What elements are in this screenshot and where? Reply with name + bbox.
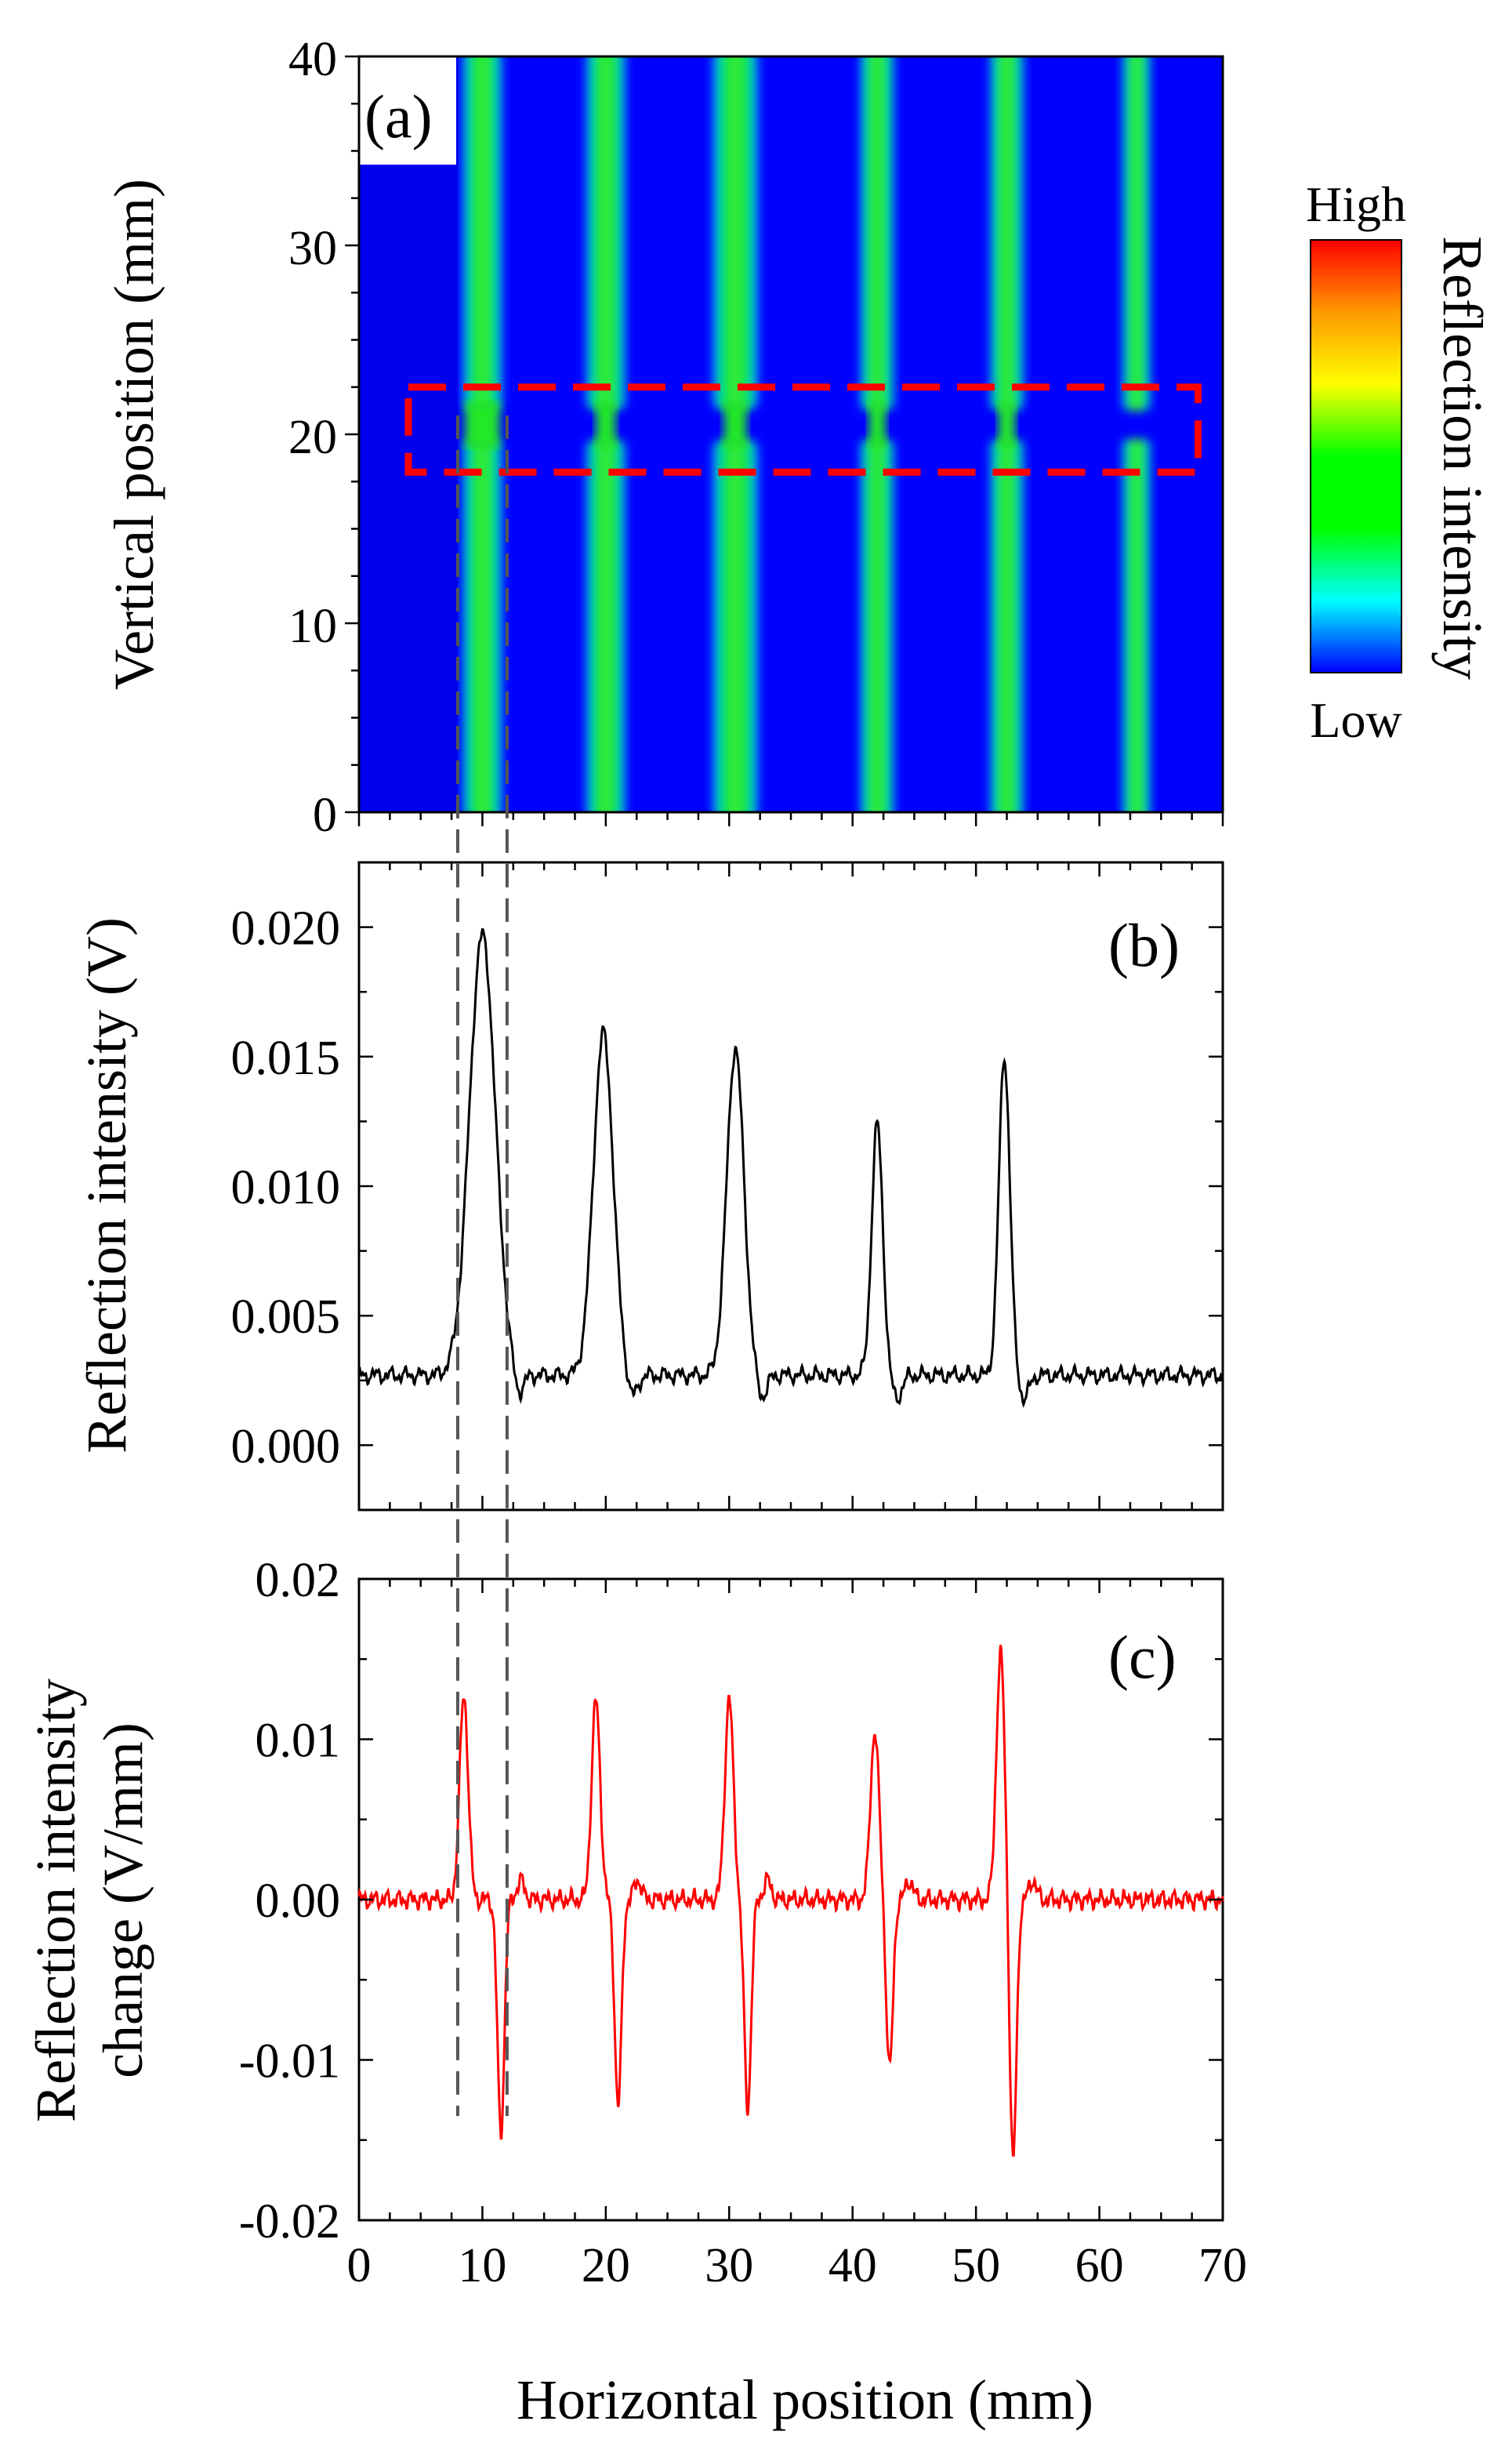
y-tick-label: -0.01 [239,2035,340,2089]
x-tick-label: 70 [1198,2239,1247,2292]
stripe-upper [460,56,504,411]
stripe-upper [858,56,896,411]
y-tick-label: 0.005 [231,1290,341,1344]
panel-a-label: (a) [364,82,433,151]
x-tick-label: 50 [952,2239,1000,2292]
heatmap-stripe [460,56,504,812]
stripe-lower [584,438,628,812]
colorbar-low-label: Low [1310,692,1401,748]
panel-a-axes: 0 10 20 30 40 [288,33,1224,842]
heatmap-stripe [584,56,628,812]
y-tick-label: 0.01 [256,1715,341,1768]
stripe-neck [998,401,1016,448]
y-tick-label: 0 [313,789,337,842]
panel-b-axes: 0.000 0.005 0.010 0.015 0.020 [231,861,1224,1512]
heatmap-stripes [460,56,1152,812]
panel-a-label-box [359,56,456,165]
y-tick-label: 0.020 [231,902,341,956]
x-tick-label: 60 [1075,2239,1124,2292]
stripe-lower [710,438,760,812]
heatmap-stripe [710,56,760,812]
stripe-lower [858,438,896,812]
panel-c-ylabel-line-2: change (V/mm) [92,1722,154,2078]
x-tick-label: 0 [347,2239,372,2292]
panel-c-xlabel: Horizontal position (mm) [517,2368,1093,2431]
y-tick-label: 0.000 [231,1420,341,1473]
heatmap-stripe [1121,56,1152,812]
stripe-lower [460,438,504,812]
highlight-box [404,383,1202,476]
stripe-neck [723,401,747,448]
stripe-upper [710,56,760,411]
y-tick-label: 0.010 [231,1161,341,1214]
panel-c-label: (c) [1108,1623,1177,1691]
series-reflection-intensity-change [357,1644,1224,2157]
stripe-lower [1121,438,1152,812]
y-tick-label: 30 [288,222,337,275]
x-tick-label: 20 [582,2239,630,2292]
stripe-lower [988,438,1026,812]
panel-b-label: (b) [1108,911,1180,979]
x-tick-label: 10 [458,2239,506,2292]
panel-b-frame [357,861,1224,1512]
panel-c-line-chart: 0 10 20 30 40 50 60 70 -0.02 -0.01 0.00 0.01 0.02 (c… [24,1554,1247,2431]
colorbar-title: Reflection intensity [1431,236,1494,680]
panel-b-ylabel: Reflection intensity (V) [75,917,138,1454]
heatmap-stripe [988,56,1026,812]
x-tick-label: 30 [705,2239,753,2292]
y-tick-label: 10 [288,600,337,653]
panel-a-heatmap: (a) 0 10 20 30 40 Vertical position (mm) [103,33,1224,842]
stripe-upper [988,56,1026,411]
panel-c-ylabel-line-1: Reflection intensity [24,1679,87,2122]
heatmap-stripe [858,56,896,812]
y-tick-label: 0.02 [256,1554,341,1607]
colorbar: High Low Reflection intensity [1306,176,1494,748]
guide-lines [455,415,509,2117]
panel-c-axes: 0 10 20 30 40 50 60 70 -0.02 -0.01 0.00 0.01 0.02 [239,1554,1247,2292]
colorbar-gradient [1310,239,1402,673]
y-tick-label: -0.02 [239,2195,340,2248]
stripe-upper [584,56,628,411]
series-reflection-intensity [357,927,1224,1408]
stripe-neck [868,401,886,448]
y-tick-label: 0.00 [256,1875,341,1928]
panel-b-line-chart: 0.000 0.005 0.010 0.015 0.020 (b) Reflection… [75,861,1224,1512]
stripe-neck [465,401,500,448]
y-tick-label: 40 [288,33,337,86]
y-tick-label: 0.015 [231,1032,341,1085]
y-tick-label: 20 [288,411,337,464]
colorbar-high-label: High [1306,176,1406,232]
panel-a-ylabel: Vertical position (mm) [103,179,165,690]
x-tick-label: 40 [829,2239,877,2292]
stripe-neck [596,401,616,448]
panel-c-ylabel: Reflection intensity change (V/mm) [24,1679,154,2122]
stripe-upper [1121,56,1152,411]
